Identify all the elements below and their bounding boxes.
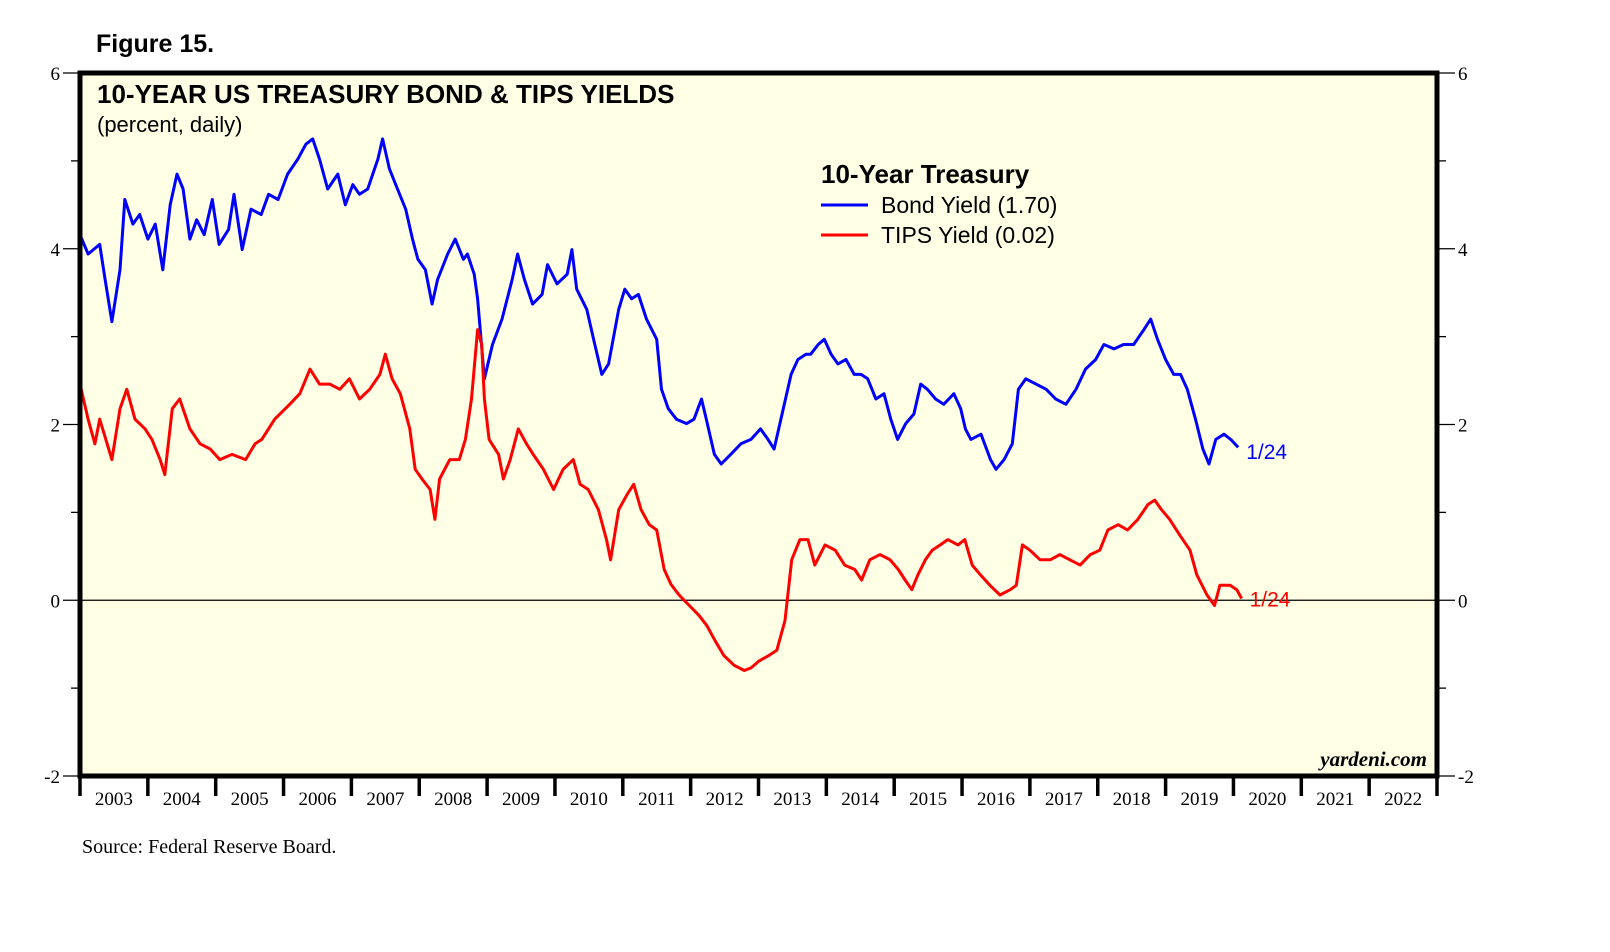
x-tick-label: 2017 [1045,789,1083,810]
y-tick-label-left: 0 [51,591,61,612]
legend-entry-bond: Bond Yield (1.70) [881,192,1057,218]
x-tick-label: 2009 [502,789,540,810]
legend-title: 10-Year Treasury [821,159,1030,189]
y-tick-label-right: 4 [1458,240,1468,261]
plot-frame [77,70,1440,779]
y-tick-label-left: 4 [51,240,61,261]
series-group [78,137,1243,672]
x-tick-label: 2013 [773,789,811,810]
y-tick-label-right: -2 [1458,767,1474,788]
x-tick-label: 2021 [1316,789,1354,810]
x-tick-label: 2007 [366,789,404,810]
y-axis-left: -2 0 2 4 6 [44,64,80,788]
tips-yield-line [78,328,1243,672]
x-tick-label: 2004 [163,789,202,810]
x-tick-label: 2020 [1248,789,1286,810]
x-tick-label: 2016 [977,789,1015,810]
y-tick-label-left: -2 [44,767,60,788]
end-label-bond: 1/24 [1246,441,1287,464]
x-tick-label: 2019 [1181,789,1219,810]
x-tick-label: 2014 [841,789,880,810]
x-tick-label: 2012 [706,789,744,810]
source-note: Source: Federal Reserve Board. [82,836,337,858]
bond-yield-line [78,137,1240,471]
x-tick-label: 2018 [1113,789,1151,810]
x-tick-label: 2015 [909,789,947,810]
legend: 10-Year Treasury Bond Yield (1.70) TIPS … [821,159,1057,248]
legend-entry-tips: TIPS Yield (0.02) [881,222,1055,248]
watermark: yardeni.com [1317,747,1427,771]
figure-label: Figure 15. [96,30,215,58]
y-tick-label-right: 0 [1458,591,1468,612]
x-tick-label: 2011 [638,789,675,810]
x-tick-label: 2008 [434,789,472,810]
x-tick-label: 2003 [95,789,133,810]
y-tick-label-right: 6 [1458,64,1468,85]
y-axis-right: -2 0 2 4 6 [1437,64,1474,788]
plot-background [80,73,1437,776]
x-axis: 2003 2004 2005 2006 2007 2008 2009 2010 2011 2012… [78,776,1439,810]
chart-title: 10-YEAR US TREASURY BOND & TIPS YIELDS [97,79,674,109]
chart-subtitle: (percent, daily) [97,112,243,137]
x-tick-label: 2022 [1384,789,1422,810]
x-tick-label: 2010 [570,789,608,810]
y-tick-label-left: 6 [51,64,61,85]
y-tick-label-left: 2 [51,416,61,437]
x-tick-label: 2006 [298,789,336,810]
end-label-tips: 1/24 [1250,588,1291,611]
y-tick-label-right: 2 [1458,416,1468,437]
x-tick-label: 2005 [231,789,269,810]
